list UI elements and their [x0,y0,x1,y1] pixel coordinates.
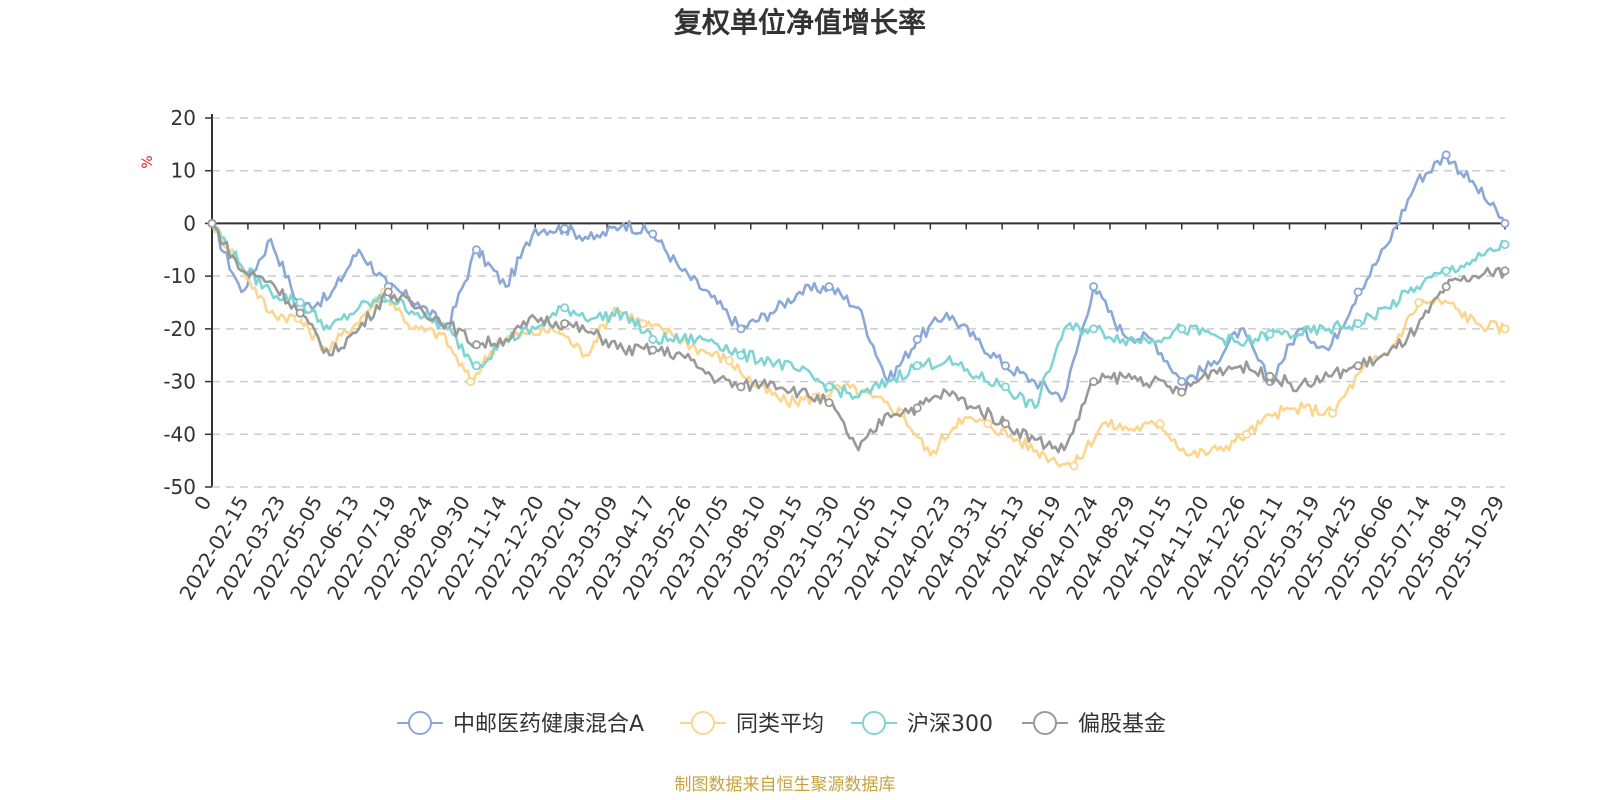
y-tick-label: 0 [183,211,196,235]
data-point [207,218,217,228]
x-tick-label: 0 [189,492,216,515]
data-point [1241,429,1251,439]
data-point [1155,419,1165,429]
legend-marker-icon [862,711,886,735]
chart-title: 复权单位净值增长率 [674,6,926,39]
data-point [1353,361,1363,371]
data-point [1414,297,1424,307]
data-point [912,334,922,344]
y-tick-label: -50 [163,475,196,499]
y-tick-label: -10 [163,264,196,288]
data-point [736,324,746,334]
y-tick-label: -40 [163,422,196,446]
data-point [1089,377,1099,387]
y-tick-label: 10 [171,159,196,183]
series-line [210,222,1506,410]
data-point [1000,382,1010,392]
series-2 [207,218,1510,410]
data-point [983,419,993,429]
data-point [1441,266,1451,276]
series-3 [207,218,1510,454]
series-line [211,153,1507,403]
legend[interactable]: 中邮医药健康混合A 同类平均 沪深300 偏股基金 [397,711,1166,737]
data-point [912,403,922,413]
data-point [648,334,658,344]
legend-marker-icon [691,711,715,735]
data-point [1353,287,1363,297]
legend-item[interactable]: 中邮医药健康混合A [397,711,644,737]
data-point [824,398,834,408]
data-point [1328,408,1338,418]
legend-label: 中邮医药健康混合A [453,712,644,737]
data-point [1177,387,1187,397]
data-point [648,345,658,355]
data-point [1000,361,1010,371]
data-point [1000,419,1010,429]
data-point [1500,324,1510,334]
data-point [383,287,393,297]
data-point [1500,240,1510,250]
data-point [648,229,658,239]
series-line [210,223,1507,469]
series-1 [207,218,1510,471]
data-point [736,382,746,392]
data-point [1265,329,1275,339]
data-point [1353,319,1363,329]
y-tick-label: -20 [163,317,196,341]
data-point [295,308,305,318]
data-point [1441,282,1451,292]
y-axis-label: % [140,155,156,168]
data-point [466,377,476,387]
data-point [824,382,834,392]
y-axis-ticks: 20 10 0 -10 -20 -30 -40 -50 [163,106,212,499]
data-point [824,282,834,292]
data-point [1441,150,1451,160]
data-point [1177,324,1187,334]
data-point [295,297,305,307]
data-point [471,361,481,371]
legend-marker-icon [1033,711,1057,735]
data-point [1177,377,1187,387]
data-point [471,245,481,255]
series-line [210,222,1507,454]
y-tick-label: -30 [163,370,196,394]
data-source-note: 制图数据来自恒生聚源数据库 [675,775,896,795]
y-tick-label: 20 [171,106,196,130]
legend-marker-icon [408,711,432,735]
data-point [912,361,922,371]
data-point [736,350,746,360]
data-point [560,224,570,234]
legend-item[interactable]: 沪深300 [851,711,993,737]
data-point [1089,324,1099,334]
data-point [1500,218,1510,228]
legend-label: 沪深300 [907,712,993,737]
data-point [1265,371,1275,381]
data-point [560,303,570,313]
series-lines [207,150,1510,471]
legend-label: 偏股基金 [1078,712,1166,737]
x-axis-ticks: 02022-02-152022-03-232022-05-052022-06-1… [174,223,1509,604]
legend-item[interactable]: 同类平均 [680,711,824,737]
legend-item[interactable]: 偏股基金 [1022,711,1166,737]
data-point [1500,266,1510,276]
data-point [560,319,570,329]
data-point [724,355,734,365]
legend-label: 同类平均 [736,712,824,737]
data-point [1089,282,1099,292]
data-point [1069,461,1079,471]
data-point [471,340,481,350]
axes [211,114,1505,488]
